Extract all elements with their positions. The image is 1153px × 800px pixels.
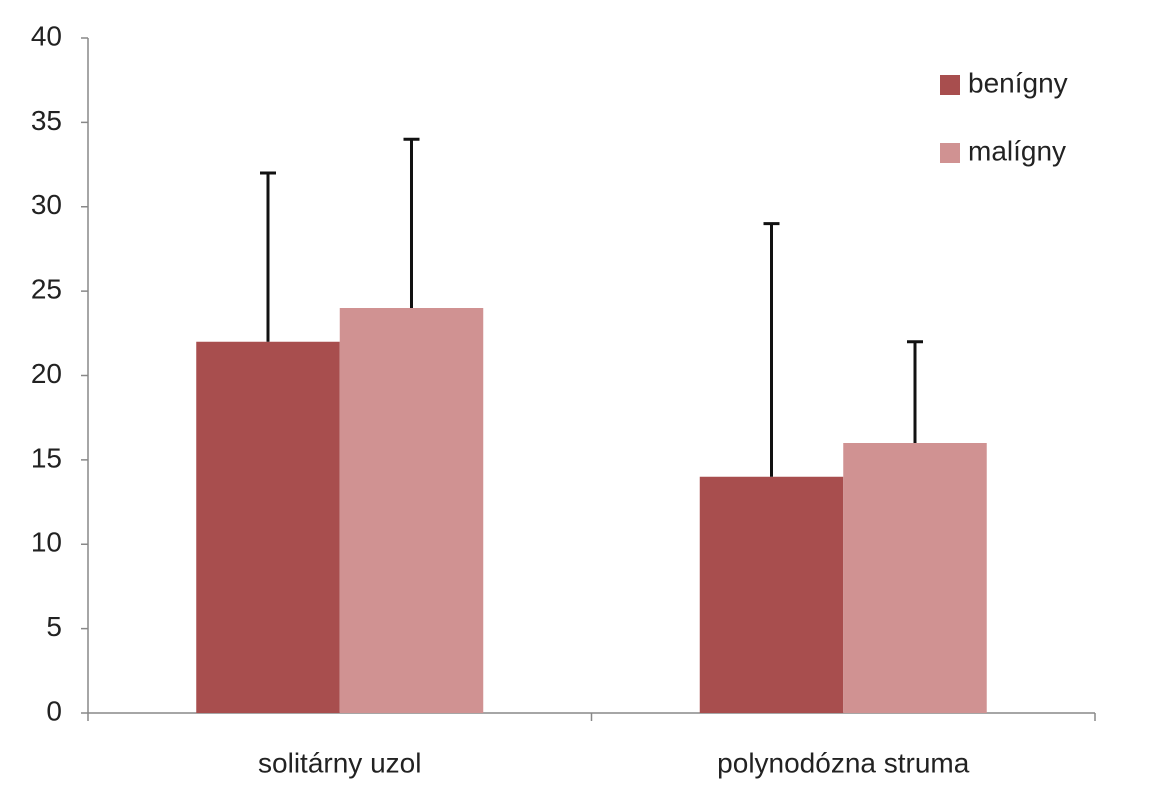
- y-tick-label: 35: [31, 105, 62, 136]
- y-tick-label: 0: [46, 695, 62, 726]
- legend-swatch: [940, 75, 960, 95]
- legend-swatch: [940, 143, 960, 163]
- y-tick-label: 15: [31, 442, 62, 473]
- bar: [843, 443, 987, 713]
- y-tick-label: 5: [46, 611, 62, 642]
- y-tick-label: 40: [31, 20, 62, 51]
- bar: [699, 476, 844, 713]
- bar: [339, 308, 484, 713]
- y-tick-label: 10: [31, 527, 62, 558]
- y-tick-label: 30: [31, 189, 62, 220]
- bar: [196, 341, 340, 713]
- y-tick-label: 20: [31, 358, 62, 389]
- legend-label: malígny: [968, 135, 1066, 166]
- x-tick-label: polynodózna struma: [717, 747, 970, 778]
- x-tick-label: solitárny uzol: [258, 747, 421, 778]
- legend-label: benígny: [968, 67, 1068, 98]
- y-tick-label: 25: [31, 274, 62, 305]
